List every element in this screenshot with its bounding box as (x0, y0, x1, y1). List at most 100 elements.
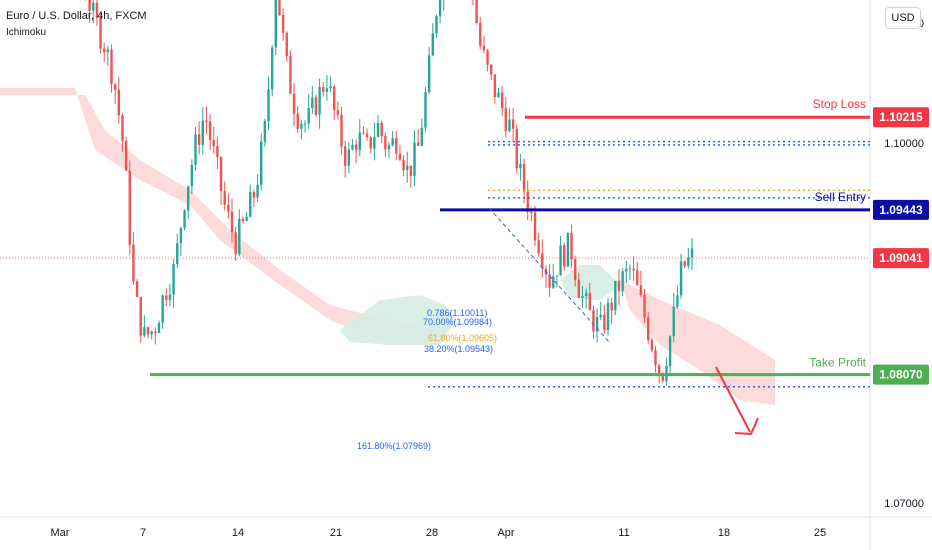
candle-body (300, 123, 303, 129)
candle-body (606, 302, 610, 330)
candle-body (281, 14, 285, 33)
candle-body (650, 340, 654, 351)
candle-body (303, 123, 307, 125)
candle-body (416, 142, 420, 146)
sell-entry-price-tag-text: 1.09443 (879, 203, 923, 217)
candle-body (420, 127, 424, 146)
candle-body (617, 280, 621, 292)
candle-body (497, 92, 500, 98)
candle-body (603, 314, 606, 330)
candle-body (88, 0, 91, 11)
time-axis: Mar 7 14 21 28 Apr 11 18 25 (51, 527, 827, 539)
candle-body (106, 49, 110, 53)
candle-body (628, 268, 632, 270)
candle-body (573, 259, 577, 280)
candle-body (263, 121, 267, 142)
candle-body (482, 45, 486, 51)
stop-loss-price-tag (873, 107, 929, 128)
candle-body (552, 276, 555, 288)
candle-body (172, 263, 175, 295)
candle-body (646, 317, 650, 341)
candle-body (227, 204, 230, 212)
candle-body (402, 159, 405, 171)
time-tick-label: 11 (618, 527, 629, 539)
candle-body (475, 0, 478, 24)
candle-body (493, 74, 497, 98)
sell-entry-label: Sell Entry (815, 190, 866, 204)
candle-body (165, 295, 168, 301)
candle-body (395, 138, 398, 154)
fib-level-label: 0.786(1.10011) (427, 308, 487, 318)
candle-body (190, 164, 194, 187)
cloud-bullish (340, 295, 455, 345)
candle-body (157, 322, 161, 334)
candle-body (687, 257, 690, 267)
candle-body (398, 153, 402, 160)
candle-body (161, 295, 164, 323)
candle-body (219, 157, 223, 191)
candle-body (238, 218, 241, 255)
candle-body (500, 92, 504, 109)
time-tick-label: 28 (426, 527, 438, 539)
candle-body (581, 296, 584, 298)
candle-body (260, 141, 263, 185)
chart-title: Euro / U.S. Dollar, 4h, FXCM (6, 10, 147, 22)
candlestick-series (85, 0, 694, 386)
candle-body (380, 122, 383, 137)
fib-level-label: 38.20%(1.09543) (424, 344, 493, 354)
candle-body (435, 16, 438, 34)
candle-body (541, 253, 544, 269)
candle-body (519, 164, 522, 169)
candle-body (347, 149, 351, 166)
currency-selector-button[interactable]: USD (885, 7, 921, 29)
candle-body (186, 186, 190, 211)
candle-body (595, 316, 599, 332)
candle-body (117, 89, 121, 116)
candle-body (690, 248, 694, 258)
projection-arrow (715, 366, 751, 433)
candle-body (121, 115, 124, 141)
fib-level-label: 70.00%(1.09984) (423, 317, 492, 327)
time-tick-label: 25 (814, 527, 826, 539)
candle-body (197, 134, 201, 145)
price-axis: 1.140001.130001.120001.110001.100001.070… (873, 18, 929, 510)
candle-body (406, 165, 409, 171)
candle-body (314, 97, 318, 115)
time-tick-label: 7 (140, 527, 146, 539)
candle-body (614, 280, 617, 311)
candle-body (245, 216, 248, 221)
candle-body (526, 191, 529, 213)
candle-body (95, 2, 99, 19)
candle-body (103, 48, 106, 53)
candle-body (672, 306, 675, 337)
candle-body (661, 373, 664, 381)
candle-body (431, 33, 434, 56)
price-tick-label: 1.10000 (884, 138, 924, 150)
candle-body (168, 294, 172, 301)
candle-body (176, 243, 179, 264)
candle-body (128, 170, 131, 245)
candle-body (289, 56, 292, 94)
trade-annotations: 0.786(1.10011)70.00%(1.09984) 61.80%(1.09… (0, 97, 870, 451)
candle-body (340, 114, 343, 147)
candle-body (409, 165, 413, 176)
candle-body (559, 245, 562, 276)
candle-body (592, 310, 595, 332)
time-tick-label: Apr (497, 527, 514, 539)
candle-body (479, 23, 482, 46)
candle-body (322, 87, 325, 92)
candle-body (311, 97, 314, 109)
candle-body (530, 212, 533, 214)
stop-loss-price-tag-text: 1.10215 (879, 110, 923, 124)
candle-body (636, 270, 639, 286)
candle-body (533, 212, 537, 241)
current-price-tag (873, 248, 929, 269)
candle-body (267, 89, 270, 122)
candle-body (584, 293, 588, 297)
candle-body (113, 84, 117, 90)
candle-body (413, 142, 416, 176)
time-tick-label: 21 (330, 527, 342, 539)
fib-level-label: 61.80%(1.09605) (428, 333, 497, 343)
take-profit-price-tag-text: 1.08070 (879, 368, 923, 382)
candle-body (124, 140, 128, 171)
